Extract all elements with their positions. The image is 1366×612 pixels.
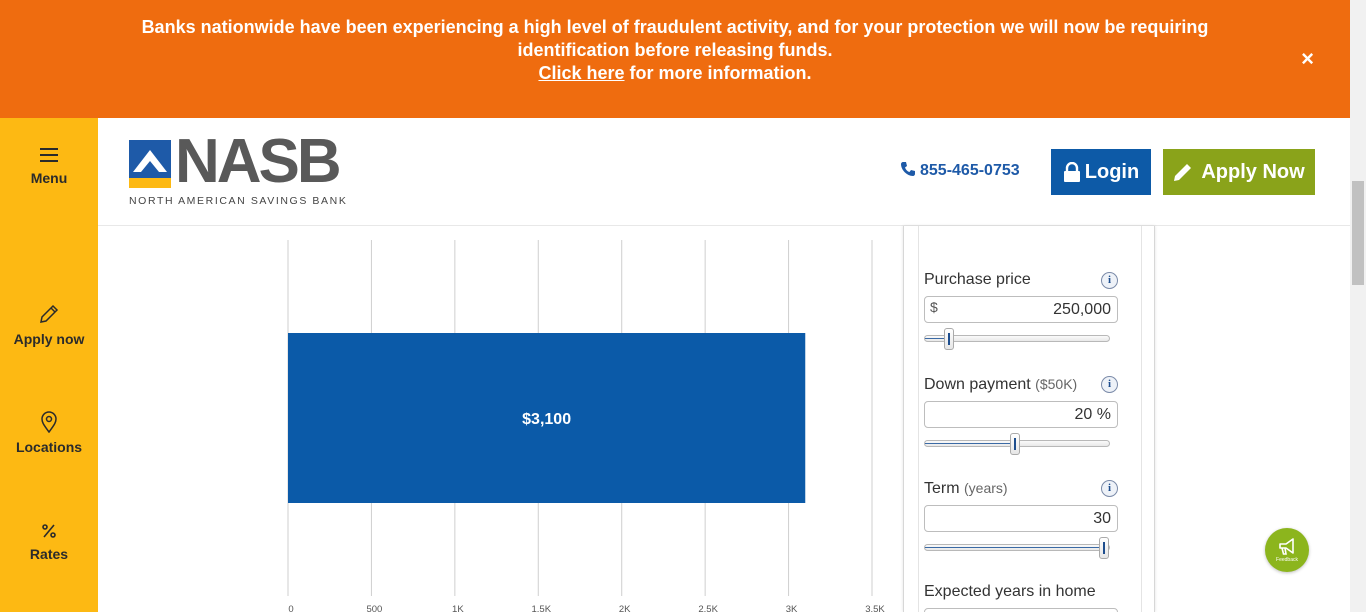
down-payment-input-box: [924, 401, 1118, 428]
sidenav-apply-now-button[interactable]: Apply now: [0, 303, 98, 347]
down-payment-info-icon[interactable]: i: [1101, 376, 1118, 393]
feedback-label: Feedback: [1276, 557, 1298, 563]
sidenav-locations-label: Locations: [15, 439, 83, 455]
x-tick-label: 1K: [452, 604, 464, 612]
alert-message-line1: Banks nationwide have been experiencing …: [141, 17, 1209, 37]
megaphone-icon: [1279, 538, 1294, 555]
purchase-price-input-box: $: [924, 296, 1118, 323]
nasb-logo-mark-icon: [129, 140, 171, 188]
feedback-button[interactable]: Feedback: [1265, 528, 1309, 572]
slider-handle[interactable]: [1099, 537, 1109, 559]
percent-icon: [42, 524, 56, 538]
bar-data-label: $3,100: [522, 411, 571, 428]
term-unit: (years): [964, 480, 1008, 496]
alert-more-info-link[interactable]: Click here: [538, 63, 625, 83]
down-payment-slider[interactable]: [924, 433, 1110, 455]
sidenav-apply-now-label: Apply now: [13, 331, 85, 347]
expected-years-label-text: Expected years in home: [924, 583, 1096, 600]
purchase-price-input[interactable]: [941, 297, 1111, 322]
hamburger-icon: [40, 148, 58, 162]
alert-message-line2: identification before releasing funds.: [517, 40, 833, 60]
site-header: NASB NORTH AMERICAN SAVINGS BANK 855-465…: [98, 118, 1350, 226]
apply-now-label: Apply Now: [1201, 160, 1305, 183]
slider-handle[interactable]: [944, 328, 955, 350]
payment-bar-chart: 0 500 1K 1.5K 2K 2.5K 3K 3.5K $3,100: [98, 226, 904, 612]
sidenav-locations-button[interactable]: Locations: [0, 411, 98, 455]
scrollbar-thumb[interactable]: [1352, 181, 1364, 285]
slider-fill: [925, 338, 951, 339]
login-label: Login: [1084, 160, 1140, 183]
purchase-price-info-icon[interactable]: i: [1101, 272, 1118, 289]
apply-now-button[interactable]: Apply Now: [1163, 149, 1315, 195]
purchase-price-field: Purchase price i $: [924, 270, 1124, 350]
purchase-price-label-text: Purchase price: [924, 271, 1031, 288]
down-payment-label: Down payment ($50K): [924, 374, 1124, 395]
lock-icon: [1063, 162, 1080, 182]
down-payment-field: Down payment ($50K) i: [924, 374, 1124, 455]
phone-link[interactable]: 855-465-0753: [900, 161, 1020, 180]
map-pin-icon: [41, 411, 57, 433]
slider-track: [924, 335, 1110, 342]
phone-icon: [901, 162, 915, 176]
term-input-box: [924, 505, 1118, 532]
sidenav-rates-button[interactable]: Rates: [0, 522, 98, 562]
x-tick-label: 2K: [619, 604, 631, 612]
down-payment-input[interactable]: [941, 402, 1111, 427]
chart-canvas: 0 500 1K 1.5K 2K 2.5K 3K 3.5K $3,100: [287, 240, 885, 612]
side-navigation: Menu Apply now Locations Rates: [0, 118, 98, 612]
fraud-alert-banner: Banks nationwide have been experiencing …: [0, 0, 1350, 118]
expected-years-label: Expected years in home: [924, 582, 1124, 602]
alert-close-button[interactable]: ×: [1301, 46, 1314, 71]
x-tick-label: 2.5K: [698, 604, 718, 612]
slider-fill: [925, 547, 1105, 548]
nasb-logo[interactable]: NASB NORTH AMERICAN SAVINGS BANK: [129, 130, 349, 208]
phone-number: 855-465-0753: [920, 162, 1020, 179]
down-payment-amount: ($50K): [1035, 376, 1078, 392]
down-payment-label-text: Down payment: [924, 376, 1031, 393]
calculator-inner: [918, 226, 1142, 612]
alert-link-suffix: for more information.: [624, 63, 812, 83]
login-button[interactable]: Login: [1051, 149, 1151, 195]
term-slider[interactable]: [924, 537, 1110, 559]
purchase-price-slider[interactable]: [924, 328, 1110, 350]
pencil-icon: [40, 304, 59, 323]
logo-wordmark: NASB: [175, 127, 342, 196]
term-input[interactable]: [941, 506, 1111, 531]
x-tick-label: 500: [366, 604, 382, 612]
term-label: Term (years): [924, 478, 1124, 499]
alert-link-row: Click here for more information.: [0, 62, 1350, 85]
term-field: Term (years) i: [924, 478, 1124, 559]
sidenav-menu-label: Menu: [30, 170, 68, 186]
term-label-text: Term: [924, 480, 960, 497]
x-tick-label: 3K: [786, 604, 798, 612]
x-tick-label: 0: [288, 604, 293, 612]
x-tick-label: 1.5K: [532, 604, 552, 612]
purchase-price-label: Purchase price: [924, 270, 1124, 290]
expected-years-input-box[interactable]: [924, 608, 1118, 612]
sidenav-menu-button[interactable]: Menu: [0, 146, 98, 186]
page-scrollbar[interactable]: [1350, 0, 1366, 612]
x-tick-label: 3.5K: [865, 604, 885, 612]
chart-bar: [288, 333, 806, 503]
logo-subtitle: NORTH AMERICAN SAVINGS BANK: [129, 195, 348, 207]
term-info-icon[interactable]: i: [1101, 480, 1118, 497]
currency-prefix: $: [930, 299, 938, 315]
sidenav-rates-label: Rates: [29, 546, 69, 562]
expected-years-field: Expected years in home: [924, 582, 1124, 612]
pencil-icon: [1174, 164, 1192, 181]
calculator-panel: Purchase price i $ Down payment ($50K) i: [903, 226, 1155, 612]
slider-fill: [925, 443, 1017, 444]
slider-handle[interactable]: [1010, 433, 1021, 455]
